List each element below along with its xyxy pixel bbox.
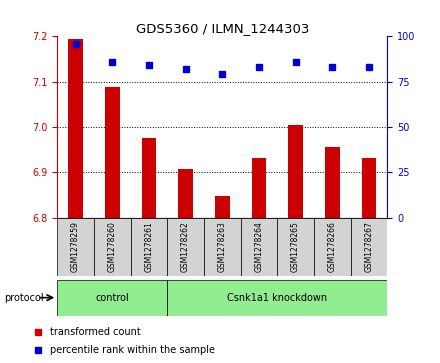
Bar bbox=[131, 218, 167, 276]
Text: GSM1278262: GSM1278262 bbox=[181, 221, 190, 272]
Bar bbox=[167, 218, 204, 276]
Text: percentile rank within the sample: percentile rank within the sample bbox=[50, 345, 215, 355]
Bar bbox=[94, 218, 131, 276]
Text: GSM1278265: GSM1278265 bbox=[291, 221, 300, 272]
Bar bbox=[167, 280, 387, 316]
Text: GSM1278264: GSM1278264 bbox=[254, 221, 264, 272]
Text: GSM1278259: GSM1278259 bbox=[71, 221, 80, 272]
Bar bbox=[178, 169, 193, 218]
Bar bbox=[277, 218, 314, 276]
Bar bbox=[105, 87, 120, 218]
Text: GSM1278261: GSM1278261 bbox=[144, 221, 154, 272]
Text: GSM1278267: GSM1278267 bbox=[364, 221, 374, 272]
Bar bbox=[57, 218, 94, 276]
Bar bbox=[215, 196, 230, 218]
Text: transformed count: transformed count bbox=[50, 327, 141, 337]
Bar bbox=[325, 147, 340, 218]
Bar bbox=[68, 38, 83, 218]
Text: control: control bbox=[95, 293, 129, 303]
Bar bbox=[314, 218, 351, 276]
Bar bbox=[351, 218, 387, 276]
Text: GSM1278260: GSM1278260 bbox=[108, 221, 117, 272]
Bar bbox=[142, 138, 156, 218]
Bar bbox=[252, 158, 266, 218]
Text: Csnk1a1 knockdown: Csnk1a1 knockdown bbox=[227, 293, 327, 303]
Title: GDS5360 / ILMN_1244303: GDS5360 / ILMN_1244303 bbox=[136, 22, 309, 35]
Text: GSM1278266: GSM1278266 bbox=[328, 221, 337, 272]
Text: protocol: protocol bbox=[4, 293, 44, 303]
Bar bbox=[57, 280, 167, 316]
Bar bbox=[362, 158, 376, 218]
Bar bbox=[288, 125, 303, 218]
Text: GSM1278263: GSM1278263 bbox=[218, 221, 227, 272]
Bar bbox=[241, 218, 277, 276]
Bar bbox=[204, 218, 241, 276]
